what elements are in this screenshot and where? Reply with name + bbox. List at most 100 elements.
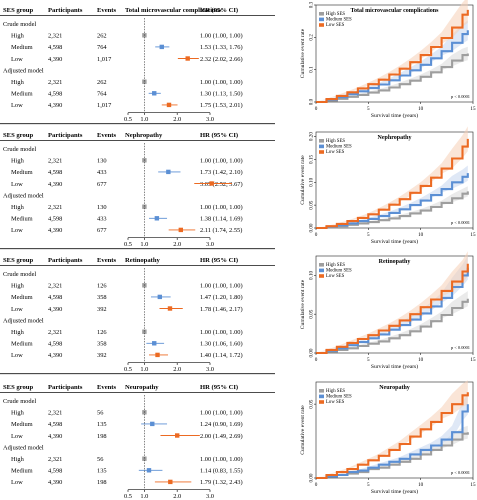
participants-value: 4,598 xyxy=(48,341,62,348)
hr-point xyxy=(146,468,152,473)
events-value: 130 xyxy=(97,204,107,211)
series-line xyxy=(316,267,469,355)
participants-value: 4,598 xyxy=(48,421,62,428)
km-y-axis-label: Cumulative event rate xyxy=(300,279,306,329)
hr-ci-value: 1.38 (1.14, 1.69) xyxy=(200,216,243,223)
model-label: Crude model xyxy=(3,398,36,405)
km-y-tick-label: 0.00 xyxy=(309,473,315,482)
forest-header-group: SES group xyxy=(3,7,33,14)
events-value: 764 xyxy=(97,91,107,98)
events-value: 262 xyxy=(97,33,107,40)
ses-group-label: Medium xyxy=(11,44,33,51)
p-value: p < 0.0001 xyxy=(451,220,470,225)
series-line xyxy=(316,173,469,230)
ses-group-label: High xyxy=(11,456,25,463)
forest-x-tick-label: 2.0 xyxy=(173,366,181,373)
legend-label: Medium SES xyxy=(326,145,352,150)
forest-header-events: Events xyxy=(97,7,116,14)
legend-label: Medium SES xyxy=(326,269,352,274)
km-title: Retinopathy xyxy=(379,259,411,265)
hr-ci-value: 1.78 (1.46, 2.17) xyxy=(200,306,243,313)
events-value: 433 xyxy=(97,169,107,176)
participants-value: 2,321 xyxy=(48,329,62,336)
legend-swatch xyxy=(319,144,324,149)
forest-header-group: SES group xyxy=(3,132,33,139)
events-value: 358 xyxy=(97,341,107,348)
legend-swatch xyxy=(319,150,324,154)
forest-x-tick-label: 2.0 xyxy=(173,241,181,248)
km-x-tick-label: 5 xyxy=(367,357,370,363)
model-label: Adjusted model xyxy=(3,444,44,451)
km-y-tick-label: 0.2 xyxy=(309,34,315,41)
events-value: 126 xyxy=(97,283,107,290)
legend-label: High SES xyxy=(326,389,345,394)
series-line xyxy=(316,138,469,230)
forest-x-tick-label: 1.0 xyxy=(140,241,148,248)
events-value: 56 xyxy=(97,456,103,463)
ses-group-label: High xyxy=(11,158,25,165)
participants-value: 4,390 xyxy=(48,56,62,63)
forest-x-tick-label: 1.0 xyxy=(140,493,148,500)
km-x-tick-label: 5 xyxy=(367,106,370,112)
ses-group-label: Medium xyxy=(11,169,33,176)
km-x-tick-label: 15 xyxy=(470,106,476,112)
hr-point xyxy=(185,56,190,61)
events-value: 433 xyxy=(97,216,107,223)
forest-panel-title: Nephropathy xyxy=(125,132,163,139)
forest-header-group: SES group xyxy=(3,384,33,391)
events-value: 1,017 xyxy=(97,56,112,63)
hr-point xyxy=(159,44,164,50)
ses-group-label: High xyxy=(11,33,25,40)
participants-value: 4,390 xyxy=(48,181,62,188)
km-x-tick-label: 0 xyxy=(315,232,318,238)
events-value: 677 xyxy=(97,227,107,234)
hr-ci-value: 2.11 (1.74, 2.55) xyxy=(200,227,242,234)
ses-group-label: Medium xyxy=(11,294,33,301)
ses-group-label: Medium xyxy=(11,468,33,475)
participants-value: 4,598 xyxy=(48,294,62,301)
series-line xyxy=(316,404,469,480)
series-line xyxy=(316,298,469,355)
events-value: 392 xyxy=(97,306,107,313)
legend-label: Low SES xyxy=(326,400,345,405)
legend-label: High SES xyxy=(326,263,345,268)
hr-ci-value: 1.75 (1.53, 2.01) xyxy=(200,102,243,109)
km-y-tick-label: 0.10 xyxy=(309,177,315,186)
forest-x-tick-label: 3.0 xyxy=(206,366,214,373)
ses-group-label: Medium xyxy=(11,216,33,223)
legend-swatch xyxy=(319,274,324,278)
participants-value: 4,390 xyxy=(48,227,62,234)
events-value: 358 xyxy=(97,294,107,301)
legend-swatch xyxy=(319,139,324,143)
ci-band xyxy=(316,255,468,353)
hr-point xyxy=(209,181,214,186)
hr-ci-value: 1.00 (1.00, 1.00) xyxy=(200,79,243,86)
hr-point xyxy=(175,433,180,438)
km-y-tick-label: 0.05 xyxy=(309,399,315,408)
legend-label: Medium SES xyxy=(326,395,352,400)
participants-value: 4,390 xyxy=(48,102,62,109)
model-label: Adjusted model xyxy=(3,67,44,74)
km-y-tick-label: 0.00 xyxy=(309,223,315,232)
forest-panel-title: Retinopathy xyxy=(125,257,161,264)
legend-label: High SES xyxy=(326,12,345,17)
hr-ci-value: 1.47 (1.20, 1.80) xyxy=(200,294,243,301)
p-value: p < 0.0001 xyxy=(451,345,470,350)
legend-swatch xyxy=(319,389,324,393)
hr-point xyxy=(166,102,172,108)
legend-label: Low SES xyxy=(326,150,345,155)
hr-point xyxy=(178,227,184,233)
km-y-tick-label: 0.0 xyxy=(309,98,315,105)
participants-value: 4,598 xyxy=(48,468,62,475)
hr-ci-value: 1.00 (1.00, 1.00) xyxy=(200,283,243,290)
km-x-axis-label: Survival time (years) xyxy=(371,363,418,370)
ses-group-label: Medium xyxy=(11,421,33,428)
forest-header-participants: Participants xyxy=(48,7,83,14)
km-x-tick-label: 10 xyxy=(418,482,424,488)
participants-value: 2,321 xyxy=(48,410,62,417)
participants-value: 2,321 xyxy=(48,283,62,290)
forest-x-tick-label: 0.5 xyxy=(124,493,132,500)
events-value: 56 xyxy=(97,410,103,417)
ses-group-label: Low xyxy=(11,352,23,359)
